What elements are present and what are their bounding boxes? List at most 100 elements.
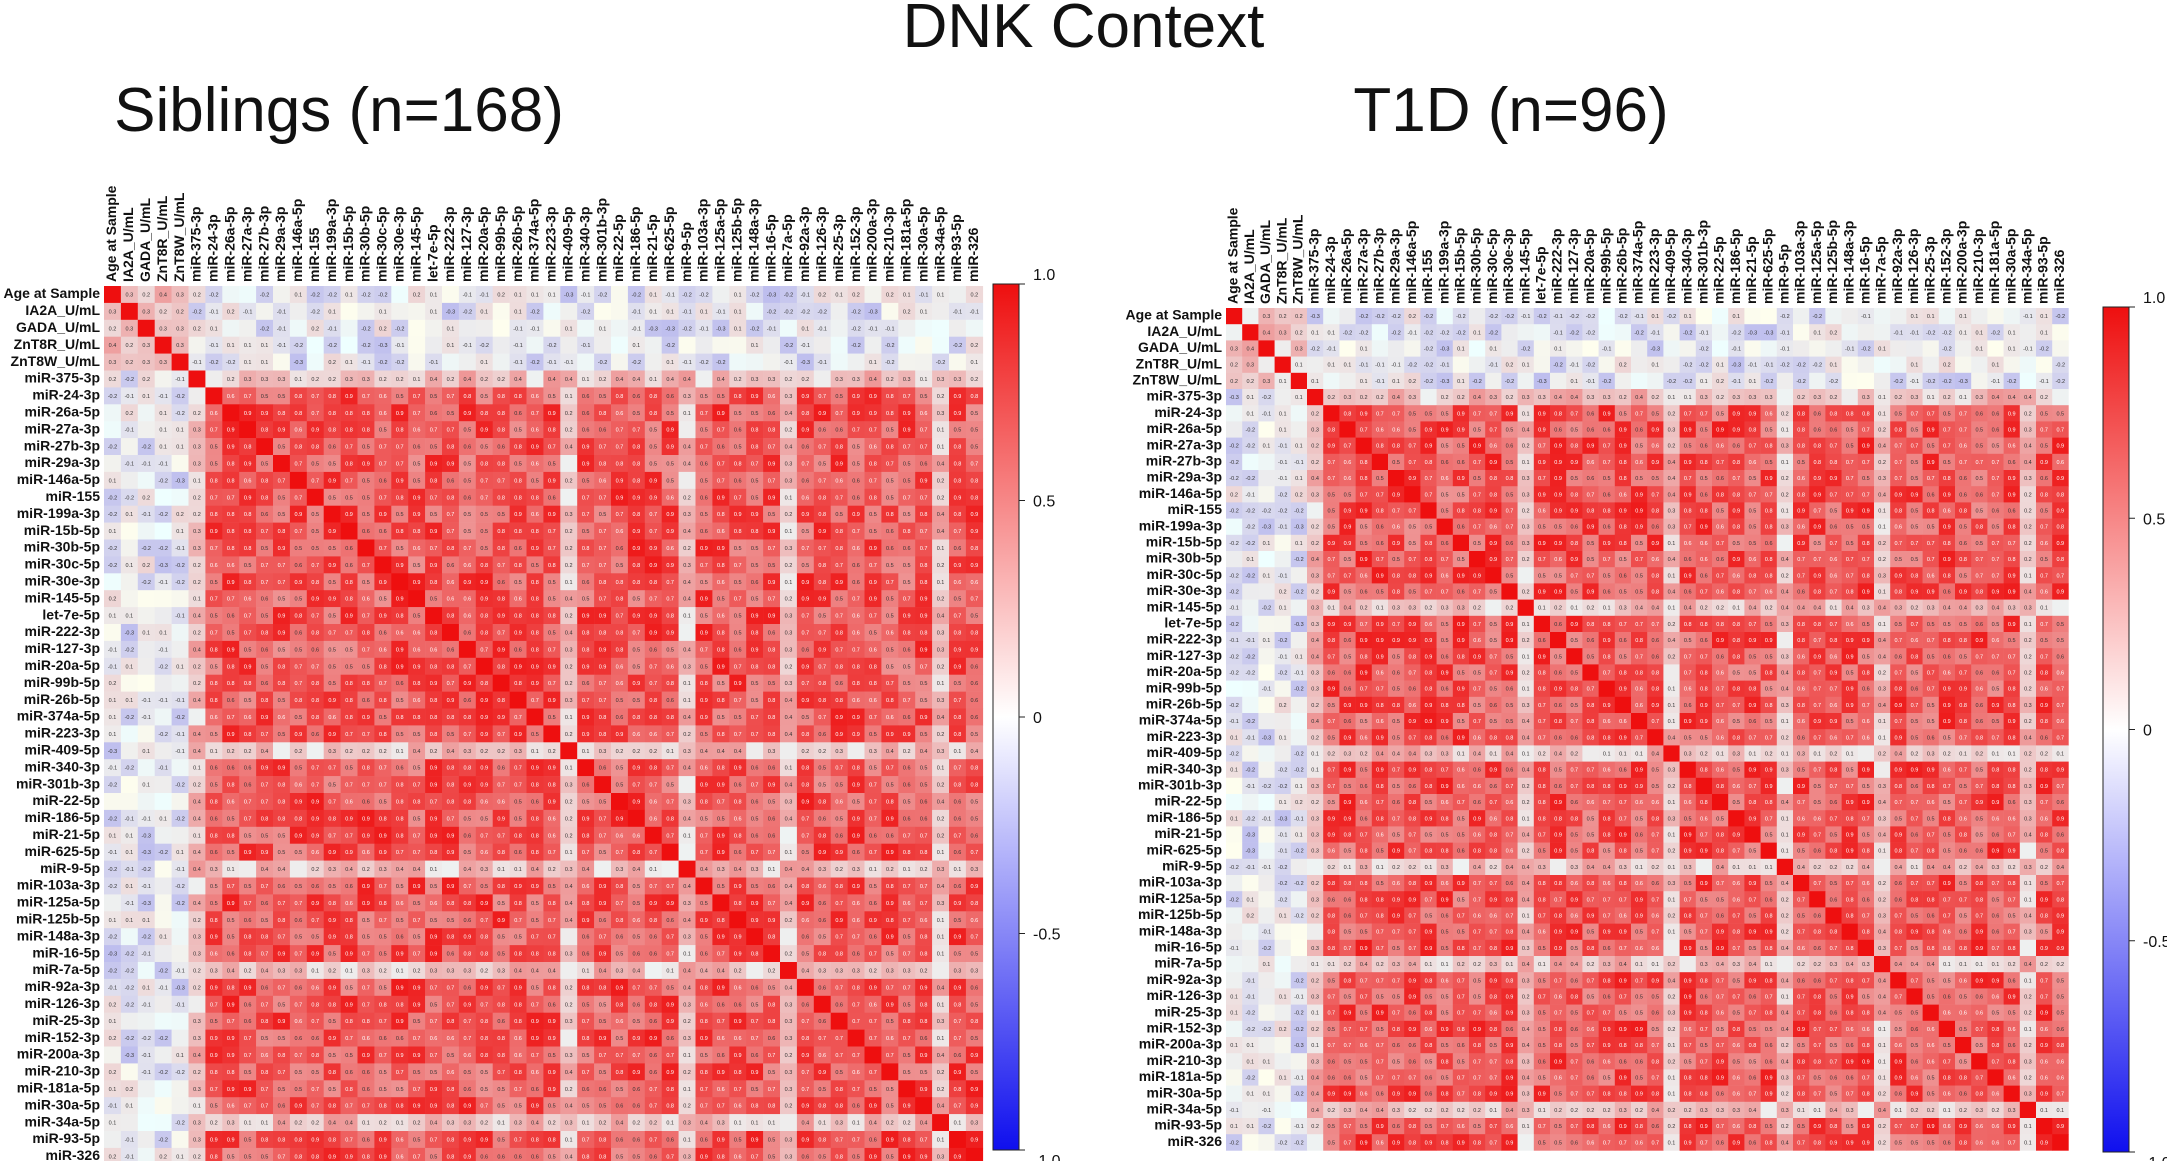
heatmap-cell (442, 421, 460, 439)
cell-value-label: 0.7 (886, 580, 894, 586)
heatmap-cell (594, 776, 612, 794)
cell-value-label: 0.4 (734, 749, 742, 755)
cell-value-label: 0.6 (582, 428, 590, 434)
heatmap-cell (374, 556, 392, 574)
heatmap-cell (154, 319, 172, 337)
cell-value-label: 0.9 (852, 816, 860, 822)
heatmap-cell (729, 421, 747, 439)
cell-value-label: -0.3 (767, 292, 776, 298)
cell-value-label: 0.5 (328, 783, 336, 789)
heatmap-cell (171, 1097, 189, 1115)
cell-value-label: 0.6 (311, 732, 319, 738)
cell-value-label: 0.8 (413, 715, 421, 721)
cell-value-label: 0.9 (903, 1104, 911, 1110)
heatmap-cell (627, 455, 646, 473)
cell-value-label: 0.6 (396, 681, 404, 687)
cell-value-label: 0.2 (785, 1053, 793, 1059)
cell-value-label: 0.9 (869, 597, 877, 603)
cell-value-label: 0.9 (869, 1104, 877, 1110)
cell-value-label: 0.6 (362, 1070, 370, 1076)
cell-value-label: 0.6 (362, 597, 370, 603)
cell-value-label: 0.6 (971, 833, 979, 839)
cell-value-label: 0.8 (954, 715, 962, 721)
cell-value-label: 0.5 (261, 1036, 269, 1042)
heatmap-cell (357, 353, 375, 371)
cell-value-label: 0.9 (768, 918, 776, 924)
cell-value-label: 0.3 (852, 377, 860, 383)
cell-value-label: -0.1 (530, 326, 539, 332)
cell-value-label: 0.9 (616, 816, 624, 822)
cell-value-label: 0.5 (751, 411, 759, 417)
cell-value-label: 0.5 (971, 732, 979, 738)
heatmap-cell (661, 860, 679, 878)
cell-value-label: 0.1 (937, 1036, 945, 1042)
cell-value-label: 0.6 (700, 1002, 708, 1008)
heatmap-cell (425, 336, 443, 354)
heatmap-cell (137, 607, 155, 625)
cell-value-label: 0.9 (768, 461, 776, 467)
heatmap-cell (644, 404, 662, 422)
cell-value-label: 0.8 (531, 783, 539, 789)
cell-value-label: 0.5 (464, 1070, 472, 1076)
heatmap-cell (239, 404, 257, 422)
cell-value-label: 0.9 (278, 546, 286, 552)
heatmap-cell (222, 455, 240, 473)
cell-value-label: -0.3 (294, 360, 303, 366)
cell-value-label: 0.1 (345, 360, 353, 366)
heatmap-cell (932, 421, 950, 439)
cell-value-label: 0.5 (869, 884, 877, 890)
cell-value-label: 0.2 (109, 326, 117, 332)
heatmap-cell (205, 471, 223, 490)
cell-value-label: 0.5 (548, 884, 556, 890)
heatmap-cell (442, 404, 460, 422)
heatmap-cell (188, 370, 206, 388)
cell-value-label: 0.9 (700, 597, 708, 603)
cell-value-label: 0.7 (480, 647, 488, 653)
cell-value-label: 0.3 (683, 799, 691, 805)
cell-value-label: 0.9 (649, 1036, 657, 1042)
heatmap-cell (611, 793, 629, 811)
cell-value-label: 0.9 (514, 884, 522, 890)
heatmap-cell (458, 286, 477, 304)
cell-value-label: 0.8 (311, 1002, 319, 1008)
cell-value-label: 0.3 (768, 377, 776, 383)
cell-value-label: 0.8 (514, 529, 522, 535)
cell-value-label: -0.2 (142, 935, 151, 941)
cell-value-label: 0.9 (430, 952, 438, 958)
heatmap-cell (256, 455, 274, 473)
cell-value-label: -0.2 (750, 292, 759, 298)
cell-value-label: 0.8 (835, 546, 843, 552)
cell-value-label: 0.8 (295, 816, 303, 822)
cell-value-label: 0.2 (193, 512, 201, 518)
heatmap-cell (543, 404, 561, 422)
heatmap-cell (695, 336, 713, 354)
cell-value-label: 0.6 (447, 647, 455, 653)
heatmap-cell (154, 387, 172, 405)
cell-value-label: 0.4 (159, 292, 167, 298)
cell-value-label: 0.7 (768, 850, 776, 856)
cell-value-label: 0.9 (649, 478, 657, 484)
heatmap-cell (746, 353, 764, 371)
cell-value-label: 0.7 (396, 1070, 404, 1076)
heatmap-cell (949, 286, 967, 304)
cell-value-label: 0.7 (345, 732, 353, 738)
cell-value-label: 0.5 (531, 563, 539, 569)
cell-value-label: -0.1 (108, 1104, 117, 1110)
heatmap-cell (408, 438, 426, 456)
cell-value-label: 0.6 (480, 799, 488, 805)
cell-value-label: 0.7 (751, 715, 759, 721)
cell-value-label: 0.6 (278, 1104, 286, 1110)
cell-value-label: 0.6 (700, 495, 708, 501)
heatmap-cell (289, 455, 308, 473)
cell-value-label: 0.7 (244, 630, 252, 636)
cell-value-label: 0.9 (430, 1087, 438, 1093)
heatmap-cell (323, 353, 341, 371)
cell-value-label: 0.9 (768, 495, 776, 501)
cell-value-label: 0.9 (954, 985, 962, 991)
cell-value-label: 0.7 (886, 985, 894, 991)
cell-value-label: 0.6 (210, 563, 218, 569)
cell-value-label: 0.5 (396, 546, 404, 552)
heatmap-cell (932, 286, 950, 304)
cell-value-label: -0.3 (175, 985, 184, 991)
cell-value-label: 0.4 (565, 1070, 573, 1076)
